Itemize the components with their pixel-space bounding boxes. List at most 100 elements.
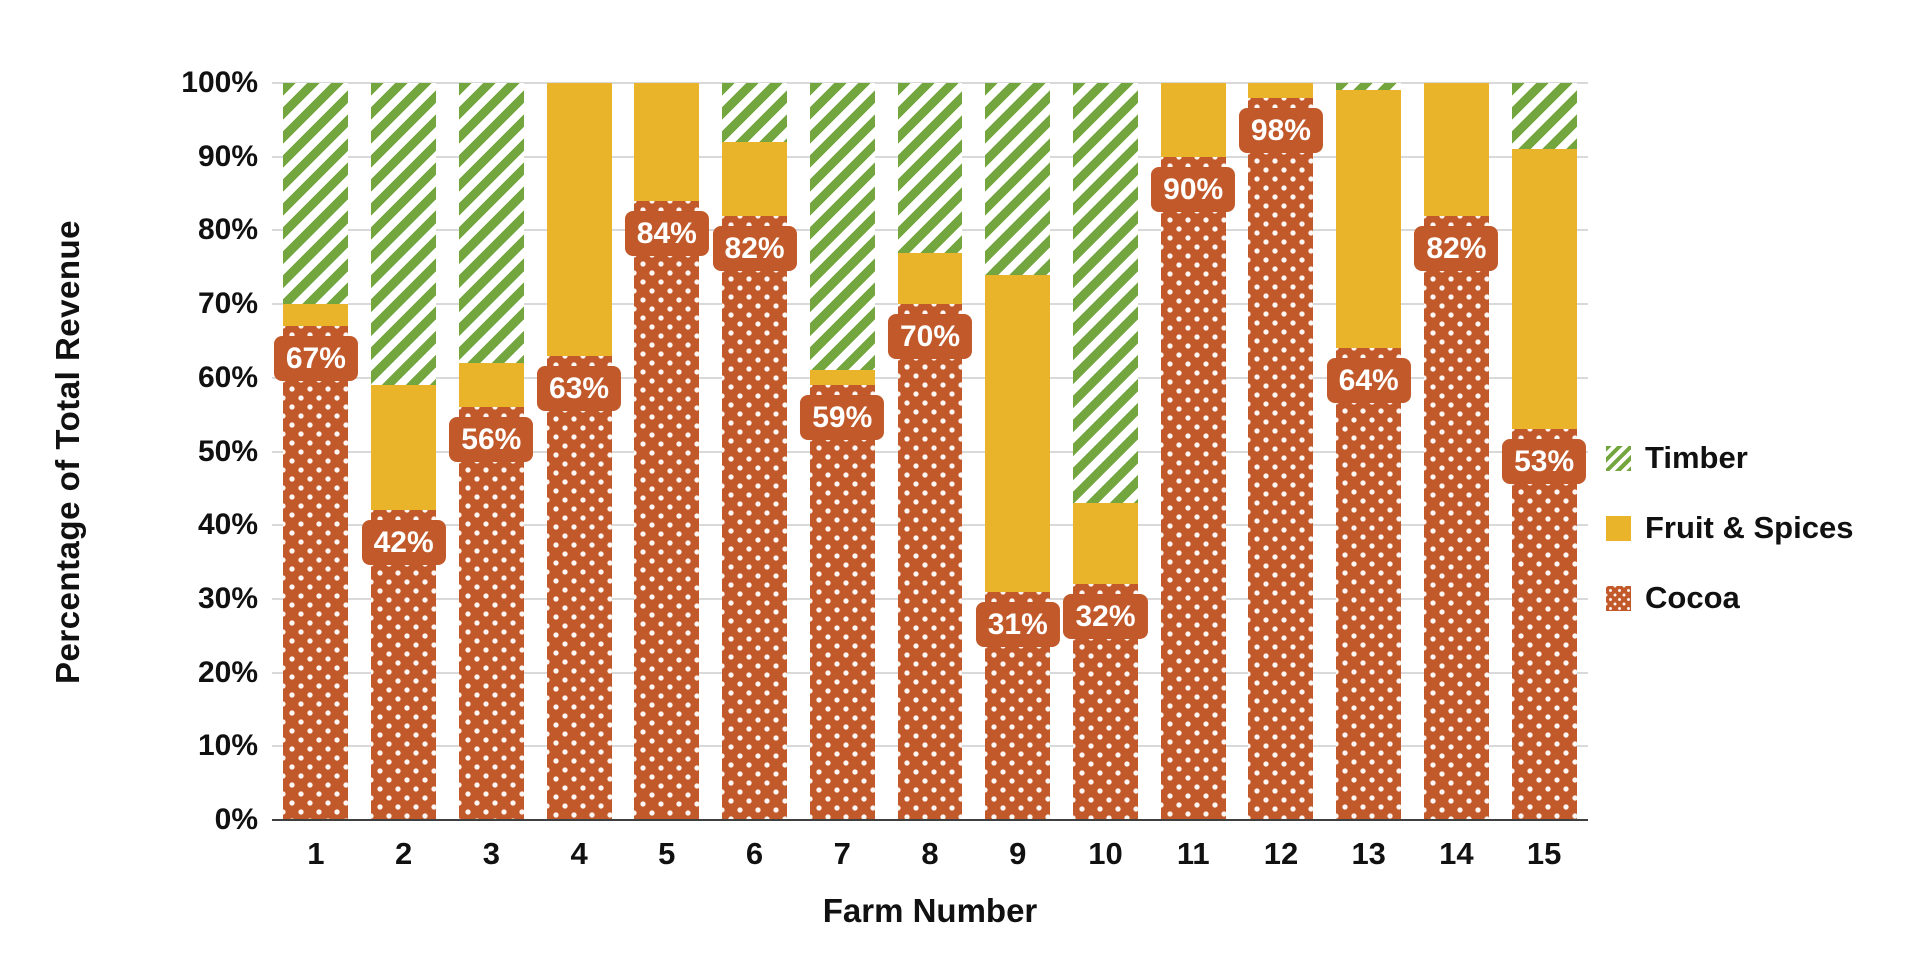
bar-slot-farm-12: 98% [1237, 83, 1325, 820]
plot-area: 67% 42% 56% 63% 84% 82% 59% 70% 31% 32% 90% 98% 64% 8… [272, 82, 1588, 821]
x-tick-label-12: 12 [1263, 836, 1299, 871]
bar-label-farm-4: 63% [537, 365, 622, 411]
bar-segment-cocoa-farm-6 [722, 215, 787, 820]
bar-farm-13: 64% [1326, 83, 1411, 820]
bar-label-farm-6: 82% [712, 225, 797, 271]
bar-segment-fruit-spices-farm-9 [985, 274, 1051, 592]
bar-farm-15: 53% [1502, 83, 1587, 820]
bars-layer: 67% 42% 56% 63% 84% 82% 59% 70% 31% 32% 90% 98% 64% 8… [272, 83, 1588, 820]
bar-segment-timber-farm-6 [722, 83, 787, 142]
bar-segment-timber-farm-13 [1336, 83, 1402, 91]
bar-segment-cocoa-farm-15 [1511, 429, 1577, 820]
bar-slot-farm-8: 70% [886, 83, 974, 820]
bar-segment-cocoa-farm-13 [1336, 348, 1402, 820]
bar-segment-fruit-spices-farm-2 [371, 385, 437, 511]
bar-slot-farm-2: 42% [360, 83, 448, 820]
bar-label-farm-5: 84% [624, 210, 709, 256]
bar-segment-timber-farm-10 [1073, 83, 1138, 504]
bar-label-farm-14: 82% [1414, 225, 1499, 271]
bar-farm-8: 70% [887, 83, 973, 820]
bar-farm-6: 82% [712, 83, 797, 820]
bar-farm-9: 31% [975, 83, 1060, 820]
x-tick-label-2: 2 [394, 836, 413, 871]
legend-label-cocoa: Cocoa [1645, 580, 1740, 615]
bar-farm-10: 32% [1063, 83, 1148, 820]
bar-segment-fruit-spices-farm-11 [1160, 83, 1226, 157]
bar-segment-cocoa-farm-4 [546, 355, 612, 820]
bar-label-farm-3: 56% [449, 417, 534, 463]
x-tick-label-6: 6 [745, 836, 764, 871]
y-tick-label-80: 80% [197, 213, 258, 247]
bar-segment-timber-farm-9 [985, 83, 1051, 275]
bar-farm-14: 82% [1414, 83, 1499, 820]
bar-segment-cocoa-farm-14 [1423, 215, 1489, 820]
bar-slot-farm-4: 63% [535, 83, 623, 820]
legend-item-fruit-spices: Fruit & Spices [1606, 510, 1853, 546]
bar-farm-3: 56% [449, 83, 534, 820]
bar-label-farm-13: 64% [1326, 358, 1411, 404]
x-tick-label-11: 11 [1176, 836, 1210, 871]
bar-label-farm-9: 31% [975, 601, 1060, 647]
bar-segment-fruit-spices-farm-14 [1423, 83, 1489, 216]
bar-segment-fruit-spices-farm-6 [722, 141, 787, 216]
bar-segment-fruit-spices-farm-13 [1336, 90, 1402, 349]
y-tick-label-50: 50% [197, 434, 258, 468]
bar-segment-cocoa-farm-11 [1160, 156, 1226, 820]
bar-slot-farm-6: 82% [711, 83, 799, 820]
bar-segment-fruit-spices-farm-10 [1073, 503, 1138, 585]
x-tick-label-3: 3 [482, 836, 500, 871]
bar-farm-11: 90% [1151, 83, 1236, 820]
bar-slot-farm-3: 56% [447, 83, 535, 820]
bar-slot-farm-1: 67% [272, 83, 360, 820]
legend-item-timber: Timber [1606, 440, 1853, 476]
bar-farm-7: 59% [800, 83, 885, 820]
bar-segment-fruit-spices-farm-15 [1511, 149, 1577, 430]
bar-segment-cocoa-farm-8 [897, 304, 963, 820]
bar-slot-farm-14: 82% [1413, 83, 1501, 820]
bar-segment-cocoa-farm-5 [634, 200, 700, 820]
y-tick-label-20: 20% [197, 655, 258, 689]
y-tick-label-40: 40% [197, 508, 258, 542]
bar-segment-cocoa-farm-12 [1248, 97, 1314, 820]
bar-slot-farm-10: 32% [1062, 83, 1150, 820]
gridline-100 [272, 82, 1588, 84]
bar-farm-1: 67% [273, 83, 358, 820]
bar-slot-farm-9: 31% [974, 83, 1062, 820]
legend-swatch-cocoa [1606, 585, 1631, 611]
bar-segment-cocoa-farm-1 [283, 326, 349, 820]
legend-item-cocoa: Cocoa [1606, 580, 1853, 616]
bar-label-farm-1: 67% [273, 336, 358, 382]
legend-swatch-timber [1606, 445, 1631, 471]
x-tick-label-5: 5 [658, 836, 676, 871]
bar-slot-farm-7: 59% [798, 83, 886, 820]
x-tick-label-4: 4 [570, 836, 588, 871]
legend-label-fruit-spices: Fruit & Spices [1645, 510, 1854, 545]
y-tick-label-100: 100% [181, 66, 258, 99]
x-tick-label-8: 8 [921, 836, 939, 871]
bar-segment-fruit-spices-farm-4 [546, 83, 612, 356]
y-tick-label-70: 70% [197, 287, 258, 321]
bar-farm-12: 98% [1238, 83, 1323, 820]
x-tick-label-14: 14 [1439, 836, 1474, 871]
bar-segment-fruit-spices-farm-1 [283, 304, 349, 327]
legend: Timber Fruit & Spices Cocoa [1606, 440, 1853, 616]
bar-label-farm-11: 90% [1151, 166, 1236, 212]
y-tick-label-90: 90% [197, 139, 258, 173]
y-tick-label-0: 0% [214, 803, 258, 836]
bar-segment-timber-farm-2 [371, 83, 437, 386]
bar-segment-fruit-spices-farm-12 [1248, 83, 1314, 98]
bar-farm-5: 84% [624, 83, 709, 820]
legend-swatch-fruit-spices [1606, 515, 1631, 541]
bar-segment-timber-farm-1 [283, 83, 349, 305]
y-tick-label-30: 30% [197, 581, 258, 615]
x-axis-ticks: 1 2 3 4 5 6 7 8 9 10 11 12 13 14 15 [272, 836, 1588, 872]
bar-label-farm-7: 59% [800, 395, 885, 441]
bar-slot-farm-13: 64% [1325, 83, 1413, 820]
bar-segment-timber-farm-8 [897, 83, 963, 253]
x-tick-label-7: 7 [833, 836, 851, 871]
bar-label-farm-10: 32% [1063, 594, 1148, 640]
bar-segment-fruit-spices-farm-7 [809, 370, 875, 386]
x-tick-label-1: 1 [307, 836, 325, 871]
bar-segment-timber-farm-7 [809, 83, 875, 371]
